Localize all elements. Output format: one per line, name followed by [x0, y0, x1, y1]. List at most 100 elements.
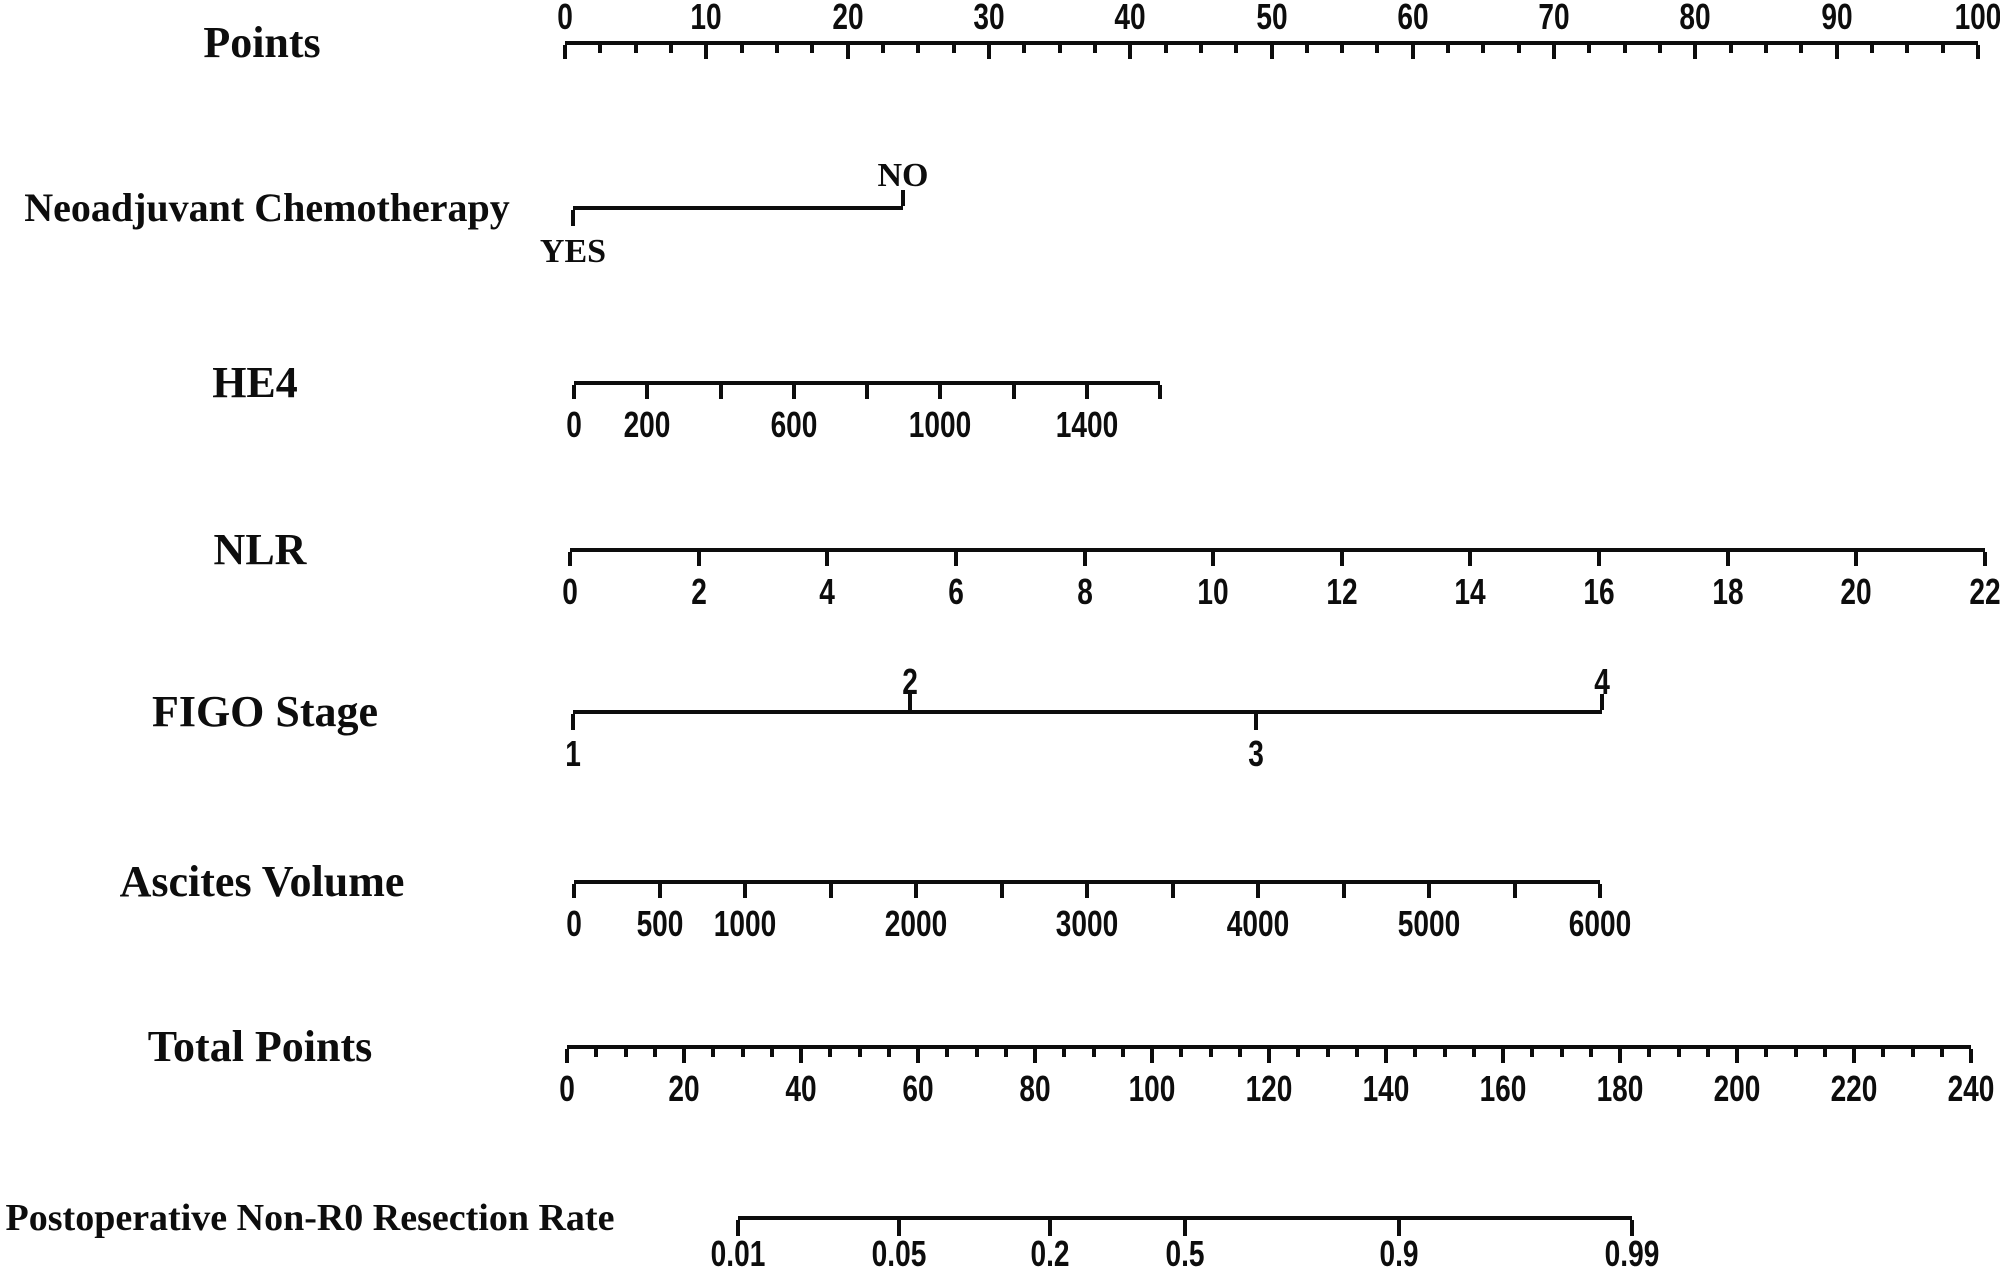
tick-ascites-volume-0: [572, 884, 576, 898]
tick-points-25: [1446, 45, 1451, 53]
tick-label-ascites-volume-0: 0: [566, 903, 582, 944]
tick-points-40: [1976, 45, 1980, 59]
tick-label-total-points-12: 60: [902, 1068, 934, 1109]
tick-postoperative-non-r0-resection-rate-0: [736, 1220, 740, 1236]
tick-postoperative-non-r0-resection-rate-1: [896, 1220, 901, 1236]
tick-label-nlr-1: 2: [690, 571, 707, 612]
tick-label-total-points-24: 120: [1245, 1068, 1293, 1109]
tick-total-points-0: [565, 1049, 569, 1063]
tick-points-27: [1516, 45, 1521, 53]
tick-total-points-25: [1296, 1049, 1301, 1057]
tick-total-points-37: [1647, 1049, 1652, 1057]
tick-he4-1: [645, 385, 650, 399]
axis-line-neoadjuvant-chemotherapy: [573, 206, 903, 210]
tick-points-22: [1340, 45, 1345, 53]
tick-points-30: [1622, 45, 1627, 53]
tick-total-points-9: [828, 1049, 833, 1057]
tick-points-36: [1834, 45, 1839, 59]
tick-label-nlr-4: 8: [1076, 571, 1093, 612]
tick-label-ascites-volume-2: 1000: [713, 903, 777, 944]
tick-points-18: [1198, 45, 1203, 53]
tick-points-31: [1658, 45, 1663, 53]
tick-label-he4-0: 0: [566, 404, 582, 445]
tick-label-postoperative-non-r0-resection-rate-1: 0.05: [871, 1233, 927, 1271]
tick-total-points-3: [652, 1049, 657, 1057]
tick-label-points-16: 40: [1114, 0, 1146, 37]
tick-total-points-38: [1676, 1049, 1681, 1057]
tick-he4-4: [865, 385, 869, 399]
tick-ascites-volume-2: [743, 884, 747, 898]
tick-figo-stage-2: [1254, 714, 1259, 730]
tick-postoperative-non-r0-resection-rate-4: [1396, 1220, 1401, 1236]
tick-label-ascites-volume-8: 4000: [1226, 903, 1290, 944]
tick-points-28: [1552, 45, 1557, 59]
tick-total-points-27: [1354, 1049, 1359, 1057]
axis-label-he4: HE4: [212, 358, 298, 407]
tick-nlr-7: [1468, 552, 1473, 566]
tick-total-points-32: [1501, 1049, 1505, 1063]
tick-total-points-17: [1062, 1049, 1067, 1057]
axis-line-postoperative-non-r0-resection-rate: [738, 1216, 1632, 1220]
tick-total-points-14: [974, 1049, 979, 1057]
tick-ascites-volume-1: [657, 884, 662, 898]
tick-total-points-4: [682, 1049, 686, 1063]
tick-he4-0: [572, 385, 576, 399]
tick-nlr-8: [1597, 552, 1602, 566]
tick-label-total-points-40: 200: [1713, 1068, 1761, 1109]
tick-points-5: [739, 45, 744, 53]
tick-label-ascites-volume-6: 3000: [1055, 903, 1119, 944]
axis-label-postoperative-non-r0-resection-rate: Postoperative Non-R0 Resection Rate: [5, 1197, 615, 1239]
tick-label-points-24: 60: [1397, 0, 1429, 37]
tick-points-20: [1269, 45, 1274, 59]
tick-label-points-36: 90: [1821, 0, 1853, 37]
tick-label-he4-7: 1400: [1055, 404, 1118, 445]
tick-label-nlr-6: 12: [1326, 571, 1358, 612]
tick-total-points-48: [1969, 1049, 1973, 1063]
tick-nlr-11: [1983, 552, 1987, 566]
tick-label-he4-5: 1000: [909, 404, 972, 445]
tick-ascites-volume-11: [1512, 884, 1517, 898]
axis-line-points: [565, 41, 1978, 45]
tick-points-37: [1870, 45, 1875, 53]
tick-label-ascites-volume-12: 6000: [1568, 903, 1632, 944]
tick-label-figo-stage-3: 4: [1594, 661, 1610, 702]
tick-points-13: [1022, 45, 1027, 53]
tick-total-points-39: [1705, 1049, 1710, 1057]
tick-label-ascites-volume-4: 2000: [884, 903, 948, 944]
tick-ascites-volume-12: [1598, 884, 1602, 898]
tick-label-total-points-4: 20: [668, 1068, 700, 1109]
tick-neoadjuvant-chemotherapy-1: [901, 190, 905, 206]
tick-label-total-points-36: 180: [1596, 1068, 1644, 1109]
tick-points-16: [1128, 45, 1133, 59]
axis-label-neoadjuvant-chemotherapy: Neoadjuvant Chemotherapy: [24, 185, 510, 230]
tick-points-10: [916, 45, 921, 53]
tick-total-points-10: [857, 1049, 862, 1057]
tick-label-total-points-32: 160: [1479, 1068, 1527, 1109]
tick-label-total-points-48: 240: [1947, 1068, 1995, 1109]
tick-ascites-volume-4: [914, 884, 918, 898]
tick-points-4: [704, 45, 709, 59]
tick-points-24: [1410, 45, 1415, 59]
tick-total-points-16: [1033, 1049, 1037, 1063]
tick-label-points-12: 30: [973, 0, 1005, 37]
axis-label-nlr: NLR: [213, 525, 307, 574]
tick-points-9: [880, 45, 885, 53]
tick-points-12: [986, 45, 991, 59]
tick-total-points-1: [594, 1049, 599, 1057]
tick-points-23: [1375, 45, 1380, 53]
axis-label-figo-stage: FIGO Stage: [151, 687, 379, 736]
tick-ascites-volume-10: [1427, 884, 1431, 898]
tick-points-17: [1163, 45, 1168, 53]
axis-label-ascites-volume: Ascites Volume: [119, 857, 405, 906]
tick-points-6: [774, 45, 779, 53]
axis-line-ascites-volume: [574, 880, 1600, 884]
tick-label-postoperative-non-r0-resection-rate-2: 0.2: [1030, 1233, 1070, 1271]
tick-nlr-0: [568, 552, 572, 566]
tick-postoperative-non-r0-resection-rate-5: [1630, 1220, 1634, 1236]
tick-total-points-28: [1384, 1049, 1388, 1063]
tick-total-points-13: [945, 1049, 950, 1057]
tick-he4-2: [718, 385, 723, 399]
tick-total-points-47: [1939, 1049, 1944, 1057]
tick-label-figo-stage-2: 3: [1248, 733, 1265, 774]
